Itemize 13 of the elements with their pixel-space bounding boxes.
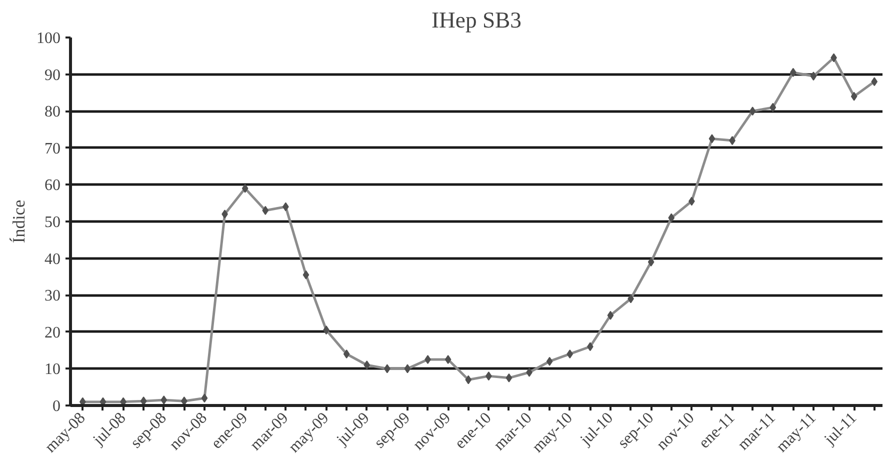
y-tick-label: 100 <box>36 30 60 47</box>
y-tick-label: 30 <box>44 288 60 305</box>
y-tick-label: 70 <box>44 140 60 158</box>
y-tick-label: 50 <box>44 214 60 231</box>
y-tick-label: 60 <box>44 177 60 194</box>
y-axis-title: Índice <box>10 200 28 244</box>
y-tick-label: 10 <box>44 361 60 378</box>
y-tick-label: 0 <box>52 398 60 415</box>
y-tick-label: 20 <box>44 324 60 342</box>
y-tick-label: 80 <box>44 104 60 121</box>
chart-title: IHep SB3 <box>432 8 522 32</box>
y-tick-label: 90 <box>44 66 60 84</box>
y-tick-label: 40 <box>44 250 60 268</box>
